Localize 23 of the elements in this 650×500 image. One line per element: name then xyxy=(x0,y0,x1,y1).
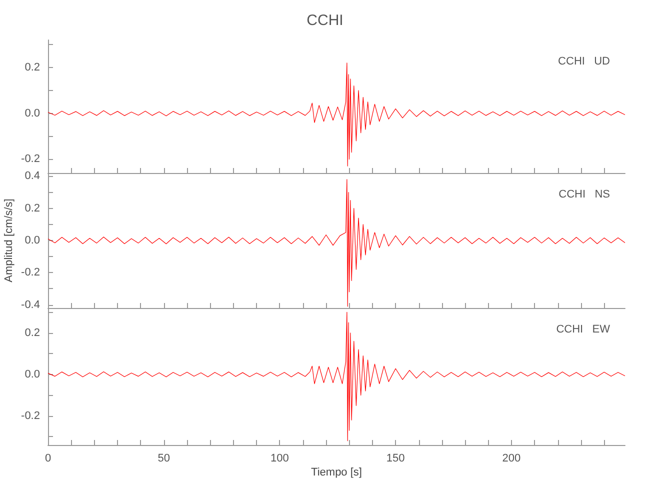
x-tick-label: 150 xyxy=(386,452,405,464)
x-tick-label: 0 xyxy=(44,452,52,464)
x-axis-title: Tiempo [s] xyxy=(311,466,362,478)
y-tick-label: 0.2 xyxy=(24,62,40,74)
y-tick-label: 0.0 xyxy=(24,234,40,246)
y-tick-label: -0.2 xyxy=(21,410,40,422)
y-tick-label: -0.4 xyxy=(21,298,40,311)
annotation: CCHI NS xyxy=(558,188,610,200)
y-tick-label: 0.4 xyxy=(24,170,40,182)
annotation: CCHI UD xyxy=(558,56,610,68)
annotation: CCHI EW xyxy=(556,324,611,336)
y-tick-label: 0.0 xyxy=(24,107,40,120)
x-tick-label: 100 xyxy=(270,452,289,464)
y-tick-label: -0.2 xyxy=(21,153,40,166)
x-tick-label: 200 xyxy=(502,452,521,464)
y-axis-title: Amplitud [cm/s/s] xyxy=(3,198,15,282)
y-tick-label: 0.2 xyxy=(24,202,40,214)
y-tick-label: 0.0 xyxy=(24,368,40,380)
y-tick-label: 0.2 xyxy=(24,326,40,339)
x-tick-label: 50 xyxy=(158,452,170,464)
line-series xyxy=(48,312,626,442)
y-tick-label: -0.2 xyxy=(21,266,40,279)
chart-title: CCHI xyxy=(306,12,344,29)
